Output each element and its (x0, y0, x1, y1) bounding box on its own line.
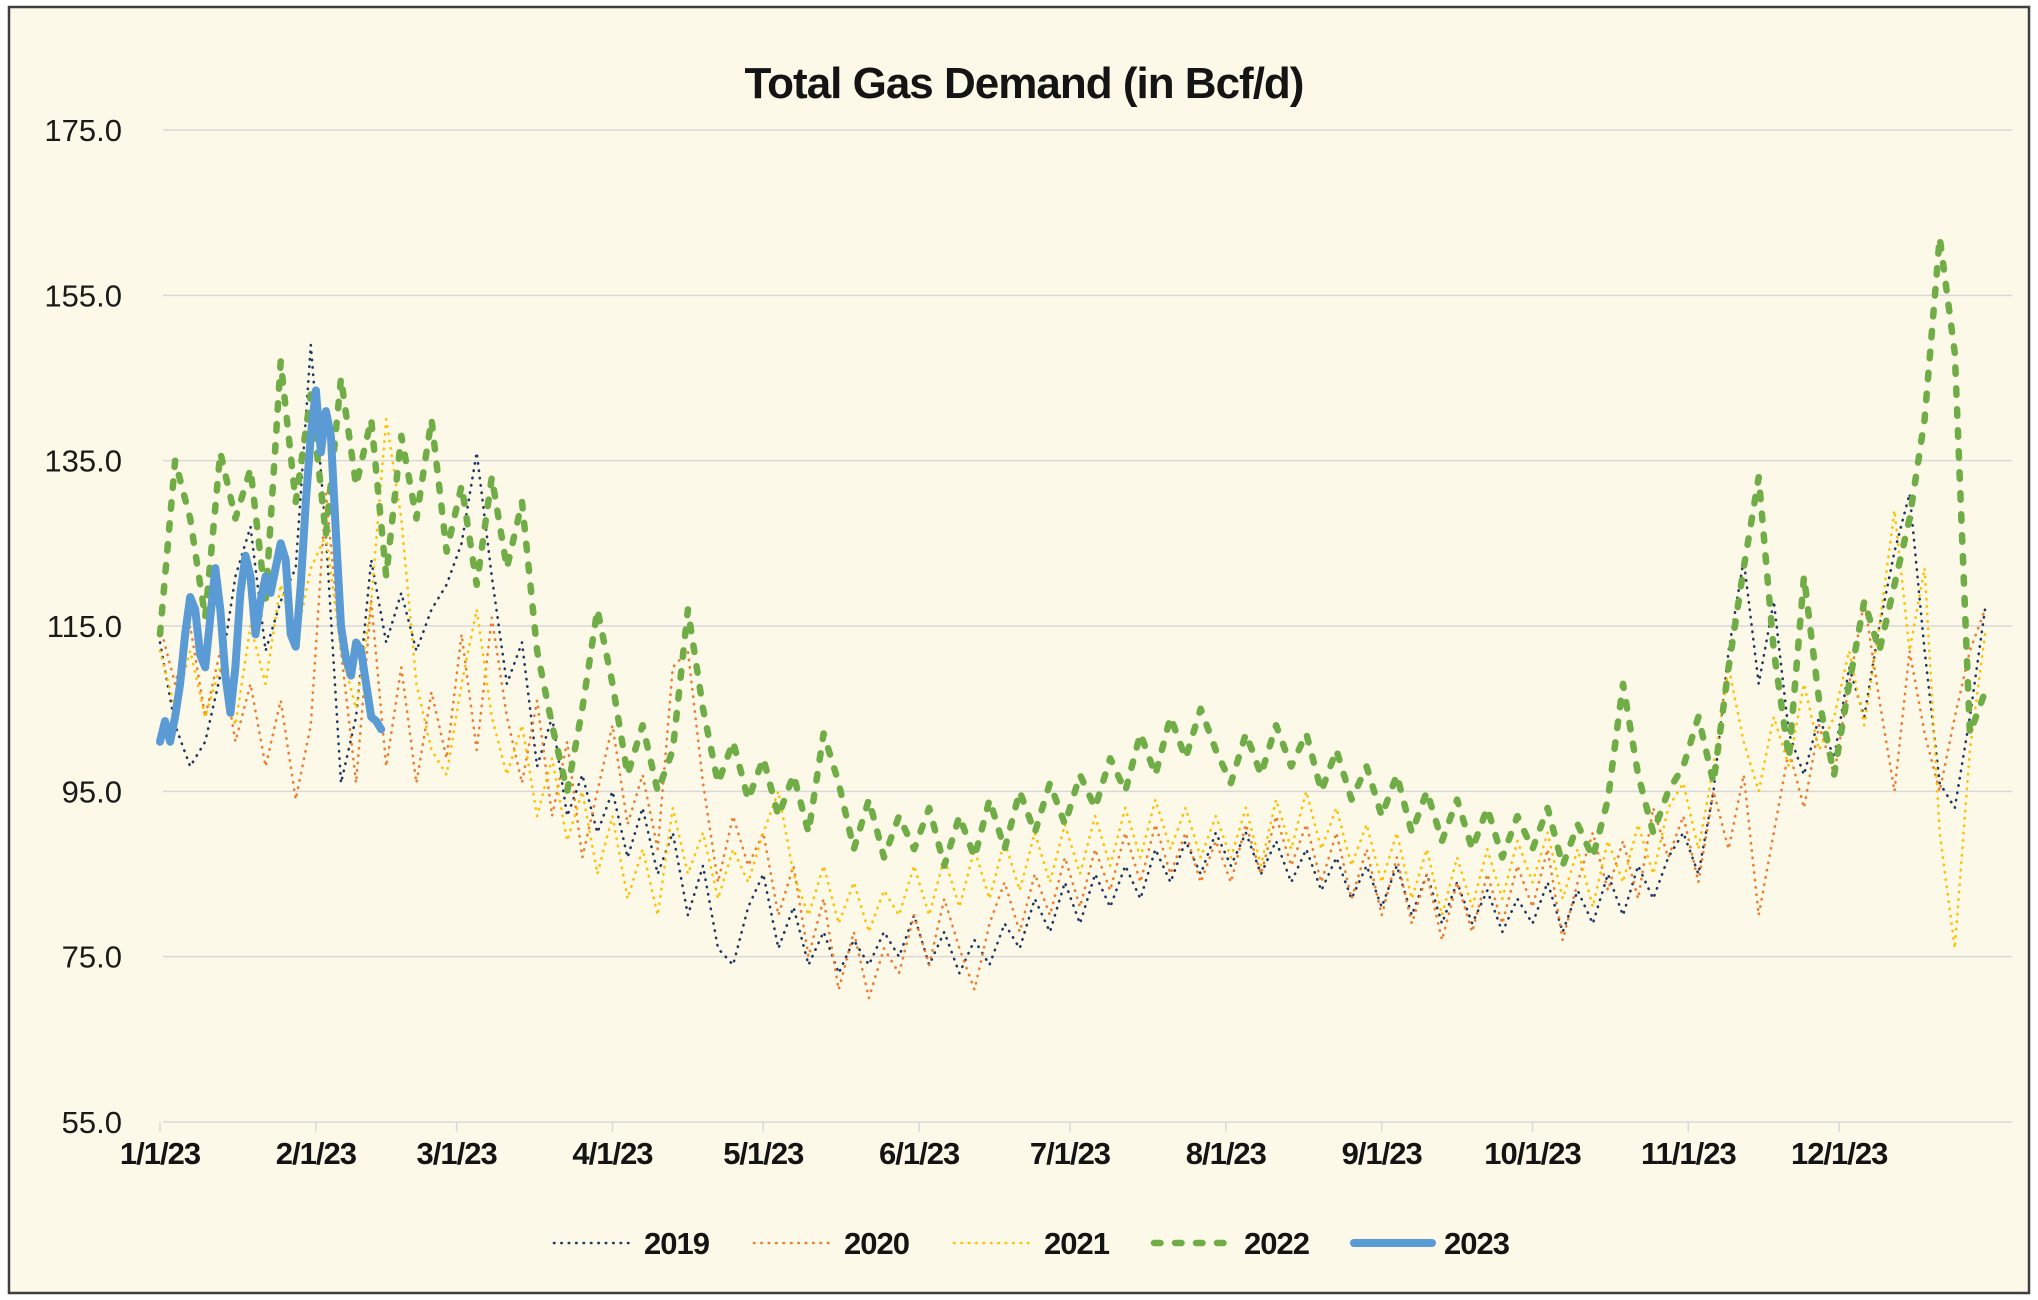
x-axis-tick-label: 4/1/23 (572, 1136, 653, 1171)
y-axis-tick-label: 135.0 (44, 444, 122, 479)
y-axis-tick-label: 175.0 (44, 113, 122, 148)
x-axis-labels: 1/1/23 2/1/23 3/1/23 4/1/23 5/1/23 6/1/23 7/1/… (120, 1136, 1889, 1171)
legend-item-2021: 2021 (952, 1226, 1111, 1261)
legend-item-2019: 2019 (552, 1226, 711, 1261)
legend-item-2023: 2023 (1350, 1226, 1511, 1261)
chart-title: Total Gas Demand (in Bcf/d) (745, 59, 1304, 108)
series-lines (156, 234, 1989, 1000)
legend-label-2023: 2023 (1444, 1226, 1510, 1261)
y-axis-tick-label: 95.0 (62, 774, 122, 809)
x-axis-tick-label: 10/1/23 (1484, 1136, 1581, 1171)
series-line-2020 (158, 492, 1987, 1000)
series-line-2023 (156, 386, 386, 746)
legend-item-2022: 2022 (1150, 1226, 1310, 1261)
legend-label-2020: 2020 (844, 1226, 909, 1261)
y-axis-labels: 175.0 155.0 135.0 115.0 95.0 75.0 55.0 (44, 113, 122, 1140)
y-axis-tick-label: 55.0 (62, 1105, 122, 1140)
x-axis-tick-label: 5/1/23 (723, 1136, 804, 1171)
y-axis-tick-label: 75.0 (62, 940, 122, 975)
x-axis-tick-label: 7/1/23 (1030, 1136, 1111, 1171)
legend-item-2020: 2020 (752, 1226, 910, 1261)
x-axis-tick-label: 11/1/23 (1641, 1136, 1736, 1171)
x-axis-tick-label: 2/1/23 (276, 1136, 357, 1171)
x-axis-tick-label: 6/1/23 (879, 1136, 960, 1171)
gridlines (159, 129, 2012, 1132)
y-axis-tick-label: 115.0 (47, 609, 122, 644)
legend: 2019 2020 2021 2022 2023 (552, 1226, 1511, 1261)
series-line-2019 (158, 343, 1987, 975)
legend-label-2022: 2022 (1244, 1226, 1309, 1261)
x-axis-tick-label: 8/1/23 (1186, 1136, 1267, 1171)
y-axis-tick-label: 155.0 (44, 278, 122, 313)
chart-frame (7, 5, 2031, 1295)
legend-label-2021: 2021 (1044, 1226, 1110, 1261)
series-line-2021 (158, 417, 1987, 950)
x-axis-tick-label: 1/1/23 (120, 1136, 201, 1171)
x-axis-tick-label: 9/1/23 (1342, 1136, 1423, 1171)
x-axis-tick-label: 12/1/23 (1791, 1136, 1888, 1171)
legend-label-2019: 2019 (644, 1226, 710, 1261)
x-axis-tick-label: 3/1/23 (417, 1136, 498, 1171)
series-line-2022 (156, 234, 1989, 869)
